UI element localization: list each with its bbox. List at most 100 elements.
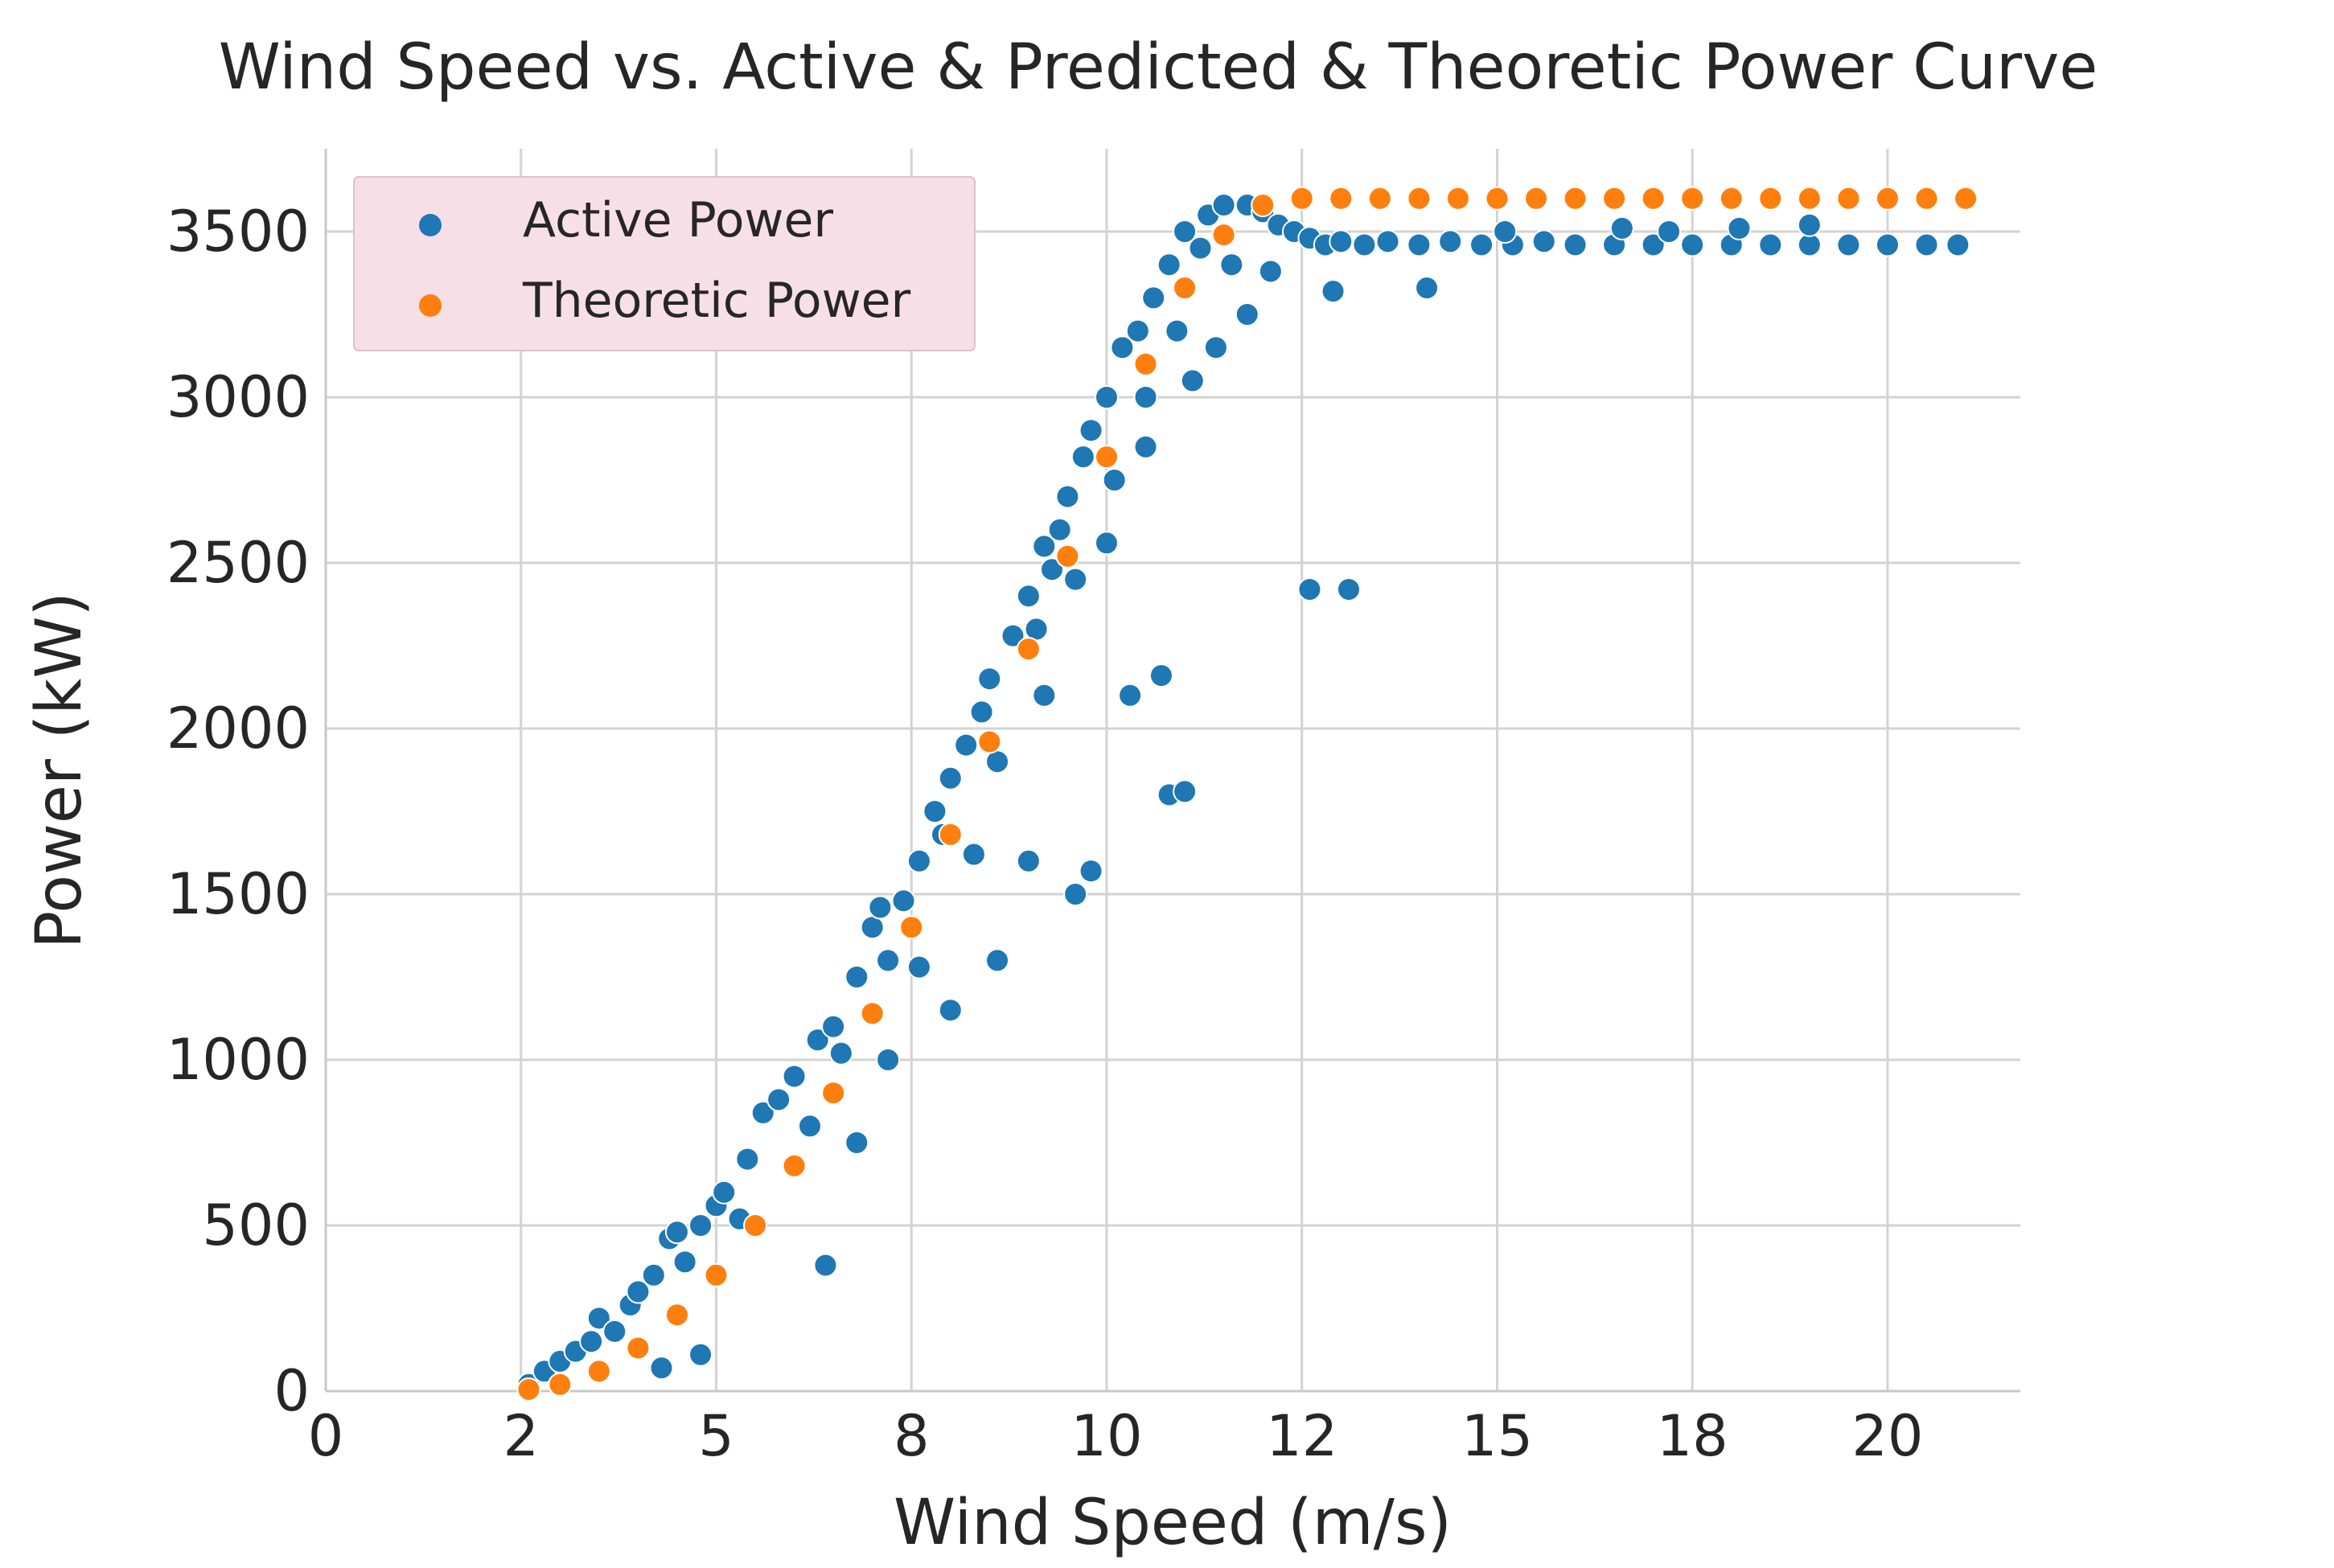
active-power-point [1173, 779, 1198, 804]
active-power-point [1188, 236, 1213, 261]
x-tick-label: 8 [894, 1403, 930, 1469]
active-power-point [1016, 584, 1041, 609]
active-power-point [1836, 232, 1861, 257]
theoretic-power-point [1641, 186, 1666, 211]
active-power-point [1165, 318, 1190, 343]
active-power-point [813, 1253, 838, 1278]
legend-marker-theoretic-power [419, 294, 442, 317]
theoretic-power-point [1524, 186, 1548, 211]
active-power-point [844, 1131, 869, 1155]
theoretic-power-point [1055, 544, 1080, 569]
active-power-point [798, 1114, 822, 1139]
active-power-point [923, 799, 947, 823]
active-power-point [586, 1306, 611, 1331]
y-tick-label: 3000 [166, 364, 310, 430]
theoretic-power-point [1680, 186, 1705, 211]
active-power-point [876, 948, 901, 973]
theoretic-power-point [1563, 186, 1588, 211]
active-power-point [906, 954, 931, 979]
theoretic-power-point [626, 1336, 651, 1361]
active-power-point [735, 1147, 760, 1172]
active-power-point [649, 1356, 674, 1381]
series-theoretic-power [516, 186, 1979, 1402]
active-power-point [750, 1100, 775, 1125]
theoretic-power-point [516, 1377, 541, 1402]
active-power-point [906, 848, 931, 873]
active-power-point [961, 842, 986, 867]
legend-label-active-power: Active Power [523, 192, 833, 248]
active-power-point [1875, 232, 1900, 257]
active-power-point [688, 1213, 713, 1238]
theoretic-power-point [1836, 186, 1861, 211]
active-power-point [1352, 232, 1377, 257]
active-power-point [1063, 882, 1088, 906]
active-power-point [672, 1250, 697, 1275]
x-tick-label: 10 [1070, 1403, 1142, 1469]
y-tick-labels: 0 500 1000 1500 2000 2500 3000 3500 [166, 199, 310, 1424]
theoretic-power-point [1797, 186, 1822, 211]
active-power-point [828, 1041, 853, 1065]
active-power-point [1258, 259, 1283, 284]
theoretic-power-point [899, 915, 924, 940]
y-tick-label: 500 [202, 1192, 310, 1258]
theoretic-power-point [586, 1359, 611, 1384]
theoretic-power-point [664, 1303, 689, 1328]
active-power-point [1641, 232, 1666, 257]
active-power-point [844, 965, 869, 989]
theoretic-power-point [1016, 637, 1041, 662]
active-power-point [1469, 232, 1494, 257]
legend: Active Power Theoretic Power [353, 176, 976, 351]
active-power-point [1797, 212, 1822, 237]
active-power-point [1079, 418, 1103, 443]
x-tick-label: 5 [698, 1403, 734, 1469]
theoretic-power-point [1094, 445, 1119, 470]
active-power-point [1415, 276, 1440, 301]
active-power-point [1063, 567, 1088, 592]
data-points [516, 186, 1979, 1402]
x-tick-label: 0 [308, 1403, 344, 1469]
active-power-point [1531, 229, 1556, 254]
active-power-point [1032, 683, 1057, 708]
active-power-point [1235, 302, 1259, 326]
x-axis-label: Wind Speed (m/s) [894, 1487, 1452, 1559]
active-power-point [1563, 232, 1588, 257]
theoretic-power-point [1133, 351, 1158, 376]
theoretic-power-point [548, 1372, 573, 1397]
active-power-point [1375, 229, 1400, 254]
active-power-point [1047, 517, 1072, 542]
theoretic-power-point [1173, 276, 1198, 301]
active-power-point [805, 1028, 830, 1053]
active-power-point [602, 1319, 627, 1344]
active-power-point [1727, 215, 1752, 240]
theoretic-power-point [1251, 193, 1276, 218]
theoretic-power-point [1954, 186, 1979, 211]
chart-title: Wind Speed vs. Active & Predicted & Theo… [219, 31, 2098, 104]
x-tick-label: 18 [1657, 1403, 1728, 1469]
theoretic-power-point [782, 1153, 807, 1178]
active-power-point [1149, 663, 1173, 688]
theoretic-power-point [1602, 186, 1627, 211]
theoretic-power-point [1407, 186, 1432, 211]
theoretic-power-point [1445, 186, 1470, 211]
theoretic-power-point [938, 822, 963, 847]
active-power-point [821, 1014, 846, 1039]
active-power-point [1329, 229, 1354, 254]
active-power-point [1758, 232, 1783, 257]
active-power-point [1203, 335, 1228, 360]
x-tick-labels: 0 2 5 8 10 12 15 18 20 [308, 1403, 1924, 1469]
theoretic-power-point [1329, 186, 1354, 211]
active-power-point [1079, 859, 1103, 884]
active-power-point [1493, 220, 1518, 244]
active-power-point [1680, 232, 1705, 257]
theoretic-power-point [1367, 186, 1392, 211]
active-power-point [1094, 385, 1119, 409]
active-power-point [969, 700, 994, 724]
active-power-point [1211, 193, 1236, 218]
active-power-point [938, 766, 963, 790]
active-power-point [1032, 534, 1057, 559]
y-tick-label: 0 [273, 1358, 310, 1424]
active-power-point [712, 1180, 737, 1205]
theoretic-power-point [821, 1081, 846, 1106]
y-tick-label: 1500 [166, 861, 310, 927]
